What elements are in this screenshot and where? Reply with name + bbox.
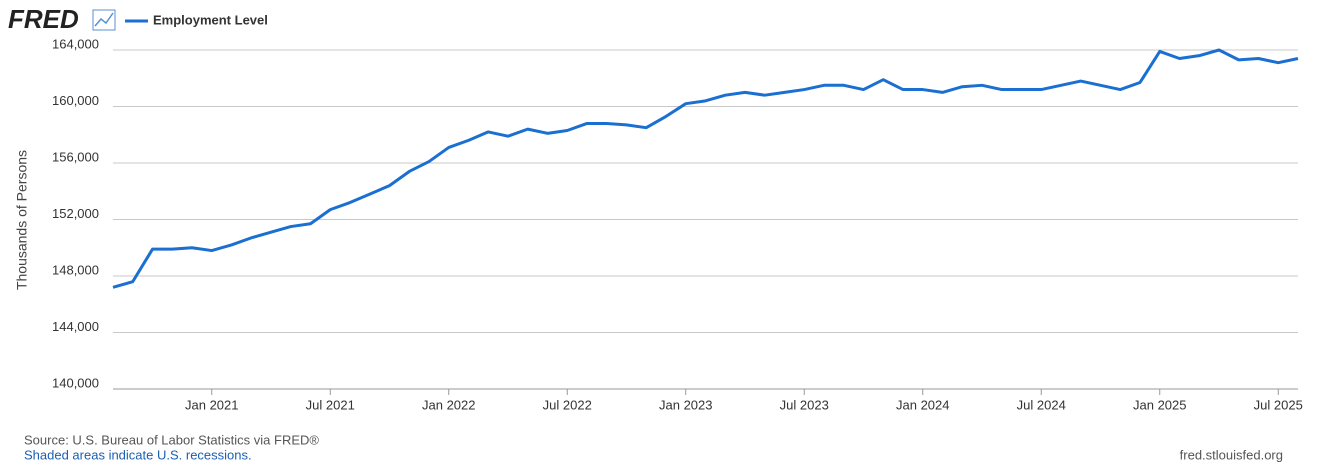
- url[interactable]: fred.stlouisfed.org: [1180, 447, 1283, 462]
- x-tick-label: Jul 2022: [543, 397, 592, 412]
- y-tick-label: 160,000: [52, 93, 99, 108]
- x-tick-label: Jan 2022: [422, 397, 476, 412]
- x-tick-label: Jul 2021: [306, 397, 355, 412]
- legend-label: Employment Level: [153, 12, 268, 27]
- x-tick-label: Jul 2025: [1254, 397, 1303, 412]
- y-tick-label: 140,000: [52, 375, 99, 390]
- recession-note[interactable]: Shaded areas indicate U.S. recessions.: [24, 447, 252, 462]
- line-series: [112, 48, 1299, 289]
- source: Source: U.S. Bureau of Labor Statistics …: [24, 432, 319, 447]
- y-tick-label: 148,000: [52, 262, 99, 277]
- y-tick-label: 144,000: [52, 319, 99, 334]
- logo-icon: [92, 9, 116, 31]
- logo: FRED: [8, 4, 79, 34]
- y-axis-label: Thousands of Persons: [14, 150, 30, 290]
- y-tick-label: 164,000: [52, 36, 99, 51]
- x-tick-label: Jan 2023: [659, 397, 713, 412]
- x-tick-label: Jan 2024: [896, 397, 950, 412]
- x-tick-label: Jan 2021: [185, 397, 239, 412]
- y-tick-label: 152,000: [52, 206, 99, 221]
- y-tick-label: 156,000: [52, 149, 99, 164]
- x-tick-label: Jul 2024: [1017, 397, 1066, 412]
- x-tick-label: Jan 2025: [1133, 397, 1187, 412]
- x-tick-label: Jul 2023: [780, 397, 829, 412]
